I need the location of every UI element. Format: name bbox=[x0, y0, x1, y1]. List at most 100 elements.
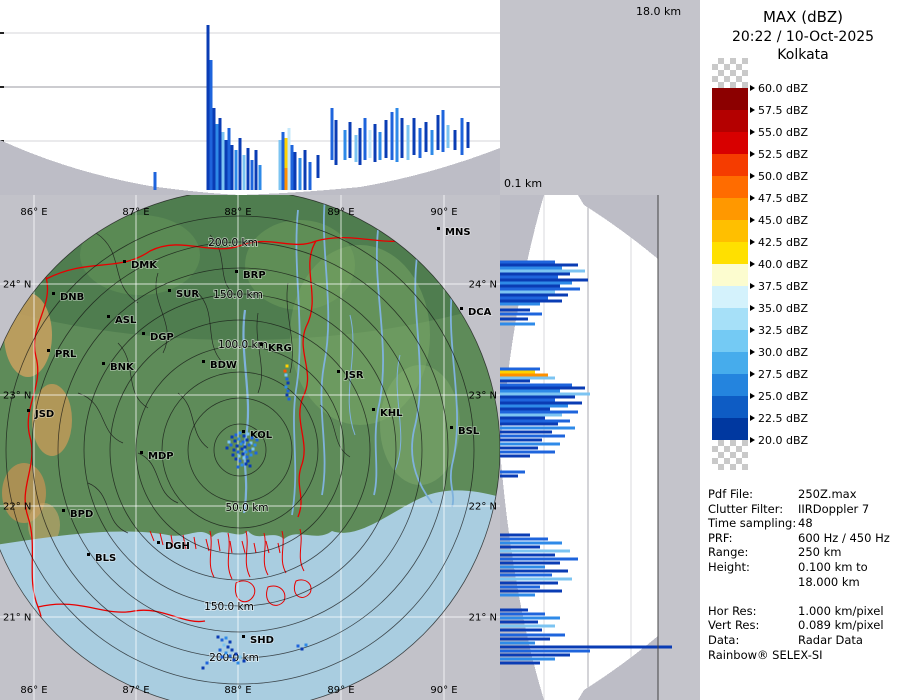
legend-level-label: 50.0 dBZ bbox=[750, 168, 808, 184]
echo-bar bbox=[500, 581, 558, 585]
echo-bar bbox=[500, 557, 578, 561]
city-dot bbox=[47, 349, 50, 352]
legend-color-cell bbox=[712, 352, 748, 374]
echo-bar bbox=[500, 263, 578, 267]
echo-bar bbox=[212, 108, 216, 190]
echo-pixel bbox=[254, 451, 258, 455]
longitude-label: 89° E bbox=[327, 207, 354, 218]
legend-level-label: 32.5 dBZ bbox=[750, 322, 808, 338]
city-dot bbox=[372, 408, 375, 411]
city-dot bbox=[202, 360, 205, 363]
info-row: Hor Res: 1.000 km/pixel bbox=[708, 604, 904, 619]
echo-bar bbox=[500, 549, 570, 553]
echo-pixel bbox=[239, 442, 243, 446]
ew-plot-background bbox=[0, 0, 500, 195]
info-row: 18.000 km bbox=[708, 575, 904, 590]
city-dot bbox=[123, 260, 126, 263]
echo-bar bbox=[384, 120, 388, 158]
city-dot bbox=[140, 451, 143, 454]
echo-bar bbox=[500, 260, 555, 264]
echo-bar bbox=[500, 287, 580, 291]
echo-bar bbox=[358, 128, 362, 165]
city-label: DCA bbox=[468, 307, 492, 318]
state-boundaries bbox=[24, 195, 500, 700]
echo-pixel bbox=[230, 435, 234, 439]
echo-bar bbox=[500, 545, 540, 549]
ns-echo-bars bbox=[500, 260, 672, 665]
city-label: SUR bbox=[176, 289, 199, 300]
rivers bbox=[242, 195, 458, 516]
echo-pixel bbox=[242, 434, 246, 438]
info-value: Radar Data bbox=[798, 632, 863, 647]
city-label: JSD bbox=[34, 409, 54, 420]
latitude-label: 21° N bbox=[469, 613, 497, 624]
echo-bar bbox=[284, 168, 288, 190]
range-ring-label: 150.0 km bbox=[204, 601, 254, 613]
echo-pixel bbox=[228, 654, 232, 658]
legend-level-label: 40.0 dBZ bbox=[750, 256, 808, 272]
echo-bar bbox=[500, 593, 535, 597]
echo-bar bbox=[500, 426, 575, 430]
longitude-label: 86° E bbox=[20, 685, 47, 696]
radar-map[interactable]: 200.0 km 150.0 km 100.0 km 50.0 km 150.0 km 2… bbox=[0, 195, 500, 700]
legend-tick-arrow-icon bbox=[750, 129, 755, 135]
echo-bar bbox=[254, 150, 258, 190]
echo-pixel bbox=[250, 436, 254, 440]
echo-pixel bbox=[205, 661, 209, 665]
echo-bar bbox=[424, 122, 428, 152]
longitude-label: 89° E bbox=[327, 685, 354, 696]
echo-bar bbox=[378, 132, 382, 160]
city-label: BPD bbox=[70, 509, 93, 520]
echo-bar bbox=[418, 128, 422, 158]
echo-bar bbox=[284, 138, 288, 168]
echo-pixel bbox=[236, 661, 240, 665]
echo-bar bbox=[281, 132, 285, 190]
echo-bar bbox=[224, 140, 228, 190]
info-row: Height: 0.100 km to bbox=[708, 560, 904, 575]
longitude-label: 90° E bbox=[430, 207, 457, 218]
echo-pixel bbox=[231, 453, 235, 457]
station-name: Kolkata bbox=[777, 47, 829, 64]
color-scale: 60.0 dBZ 57.5 dBZ 55.0 dBZ 52.5 dBZ 50.0 dBZ… bbox=[712, 58, 902, 470]
longitude-label: 86° E bbox=[20, 207, 47, 218]
legend-color-cell bbox=[712, 374, 748, 396]
echo-bar bbox=[500, 641, 535, 645]
ew-coverage-cone bbox=[0, 140, 500, 195]
echo-pixel bbox=[232, 448, 236, 452]
echo-pixel bbox=[242, 456, 246, 460]
latitude-label: 24° N bbox=[469, 280, 497, 291]
echo-bar bbox=[500, 370, 535, 374]
latitude-label: 23° N bbox=[3, 391, 31, 402]
echo-bar bbox=[348, 122, 352, 158]
legend-tick-arrow-icon bbox=[750, 415, 755, 421]
info-row: Data: Radar Data bbox=[708, 633, 904, 648]
echo-pixel bbox=[285, 393, 289, 397]
echo-bar bbox=[500, 413, 562, 417]
echo-pixel bbox=[224, 651, 228, 655]
city-label: BSL bbox=[458, 426, 480, 437]
echo-bar bbox=[500, 637, 550, 641]
echo-bar bbox=[500, 398, 555, 402]
echo-pixel bbox=[251, 447, 255, 451]
info-label: Pdf File: bbox=[708, 487, 754, 501]
echo-bar bbox=[230, 145, 234, 190]
legend-level-label: 22.5 dBZ bbox=[750, 410, 808, 426]
echo-pixel bbox=[249, 441, 253, 445]
city-label: BLS bbox=[95, 553, 116, 564]
echo-pixel bbox=[238, 459, 242, 463]
echo-pixel bbox=[220, 655, 224, 659]
city-dot bbox=[62, 509, 65, 512]
echo-bar bbox=[500, 312, 542, 316]
echo-bar bbox=[316, 155, 320, 178]
echo-bar bbox=[390, 112, 394, 160]
legend-tick-arrow-icon bbox=[750, 85, 755, 91]
latitude-label: 22° N bbox=[469, 502, 497, 513]
echo-pixel bbox=[226, 645, 230, 649]
city-label: BDW bbox=[210, 360, 237, 371]
echo-bar bbox=[287, 128, 291, 190]
echo-bar bbox=[227, 128, 231, 190]
echo-pixel bbox=[234, 433, 238, 437]
city-label: MNS bbox=[445, 227, 471, 238]
range-ring-label: 50.0 km bbox=[225, 502, 268, 514]
echo-pixel bbox=[249, 453, 253, 457]
